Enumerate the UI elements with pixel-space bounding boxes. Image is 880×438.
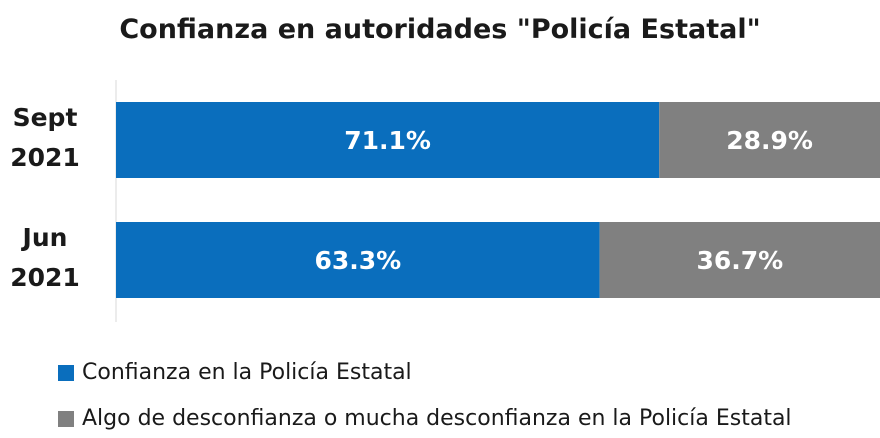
bar-segment bbox=[116, 102, 660, 178]
legend-item-confianza: Confianza en la Policía Estatal bbox=[58, 360, 412, 385]
legend-swatch-confianza bbox=[58, 364, 74, 381]
bar-data-label: 63.3% bbox=[314, 246, 401, 275]
chart-title: Confianza en autoridades "Policía Estata… bbox=[119, 14, 761, 45]
bar-segment bbox=[659, 102, 880, 178]
bar-data-label: 28.9% bbox=[726, 126, 813, 155]
bar-segment bbox=[599, 222, 880, 298]
legend-label-confianza: Confianza en la Policía Estatal bbox=[82, 360, 412, 385]
bar-data-label: 71.1% bbox=[344, 126, 431, 155]
legend-label-desconfianza: Algo de desconfianza o mucha desconfianz… bbox=[82, 406, 792, 431]
legend-item-desconfianza: Algo de desconfianza o mucha desconfianz… bbox=[58, 406, 792, 431]
category-label: Sept 2021 bbox=[10, 103, 80, 172]
category-label: Jun 2021 bbox=[10, 223, 80, 292]
bar-data-label: 36.7% bbox=[696, 246, 783, 275]
bar-segment bbox=[116, 222, 600, 298]
legend-swatch-desconfianza bbox=[58, 410, 74, 427]
